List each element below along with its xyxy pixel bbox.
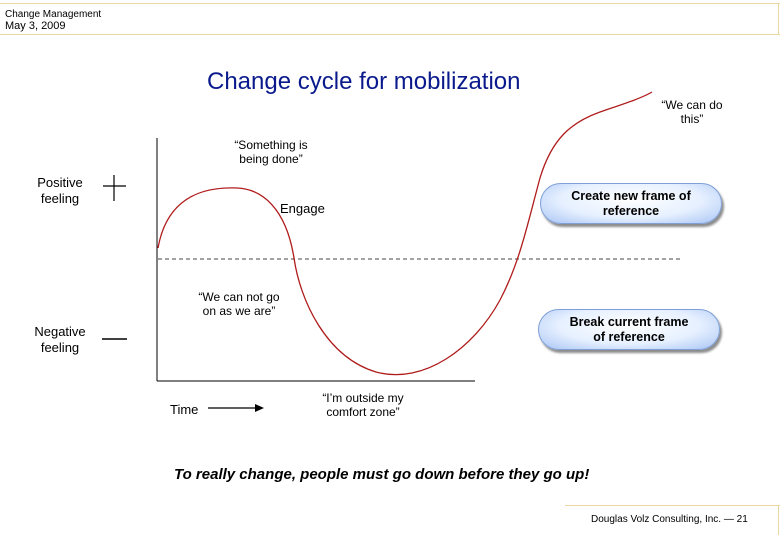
page-title: Change cycle for mobilization [207,68,521,95]
footer-company: Douglas Volz Consulting, Inc. [591,514,722,525]
create-frame-label: Create new frame of reference [571,188,691,218]
annotation-we-can-do: “We can do this” [661,98,723,126]
header-top-rule [0,3,780,4]
footer-page-number: 21 [736,514,748,525]
footer: Douglas Volz Consulting, Inc. — 21 [591,514,748,525]
annotation-outside-comfort: “I’m outside my comfort zone” [322,391,404,419]
positive-feeling-label: Positive feeling [37,175,83,206]
footer-separator: — [723,514,734,525]
header-bottom-rule [0,34,780,35]
header-date: May 3, 2009 [5,20,66,32]
header-right-rule [778,3,779,35]
annotation-can-not-go-on: “We can not go on as we are” [198,290,280,318]
header-section: Change Management [5,9,102,20]
create-frame-box: Create new frame of reference [540,183,722,224]
time-label: Time [170,402,199,417]
tagline: To really change, people must go down be… [174,466,590,483]
footer-rule [565,505,780,506]
footer-right-rule [778,505,779,535]
annotation-something-done: “Something is being done” [234,138,308,166]
time-arrow-head [255,404,264,412]
change-curve [157,91,653,376]
break-frame-box: Break current frame of reference [538,309,720,350]
negative-feeling-label: Negative feeling [34,324,86,355]
annotation-engage: Engage [280,201,325,216]
break-frame-label: Break current frame of reference [569,314,689,344]
